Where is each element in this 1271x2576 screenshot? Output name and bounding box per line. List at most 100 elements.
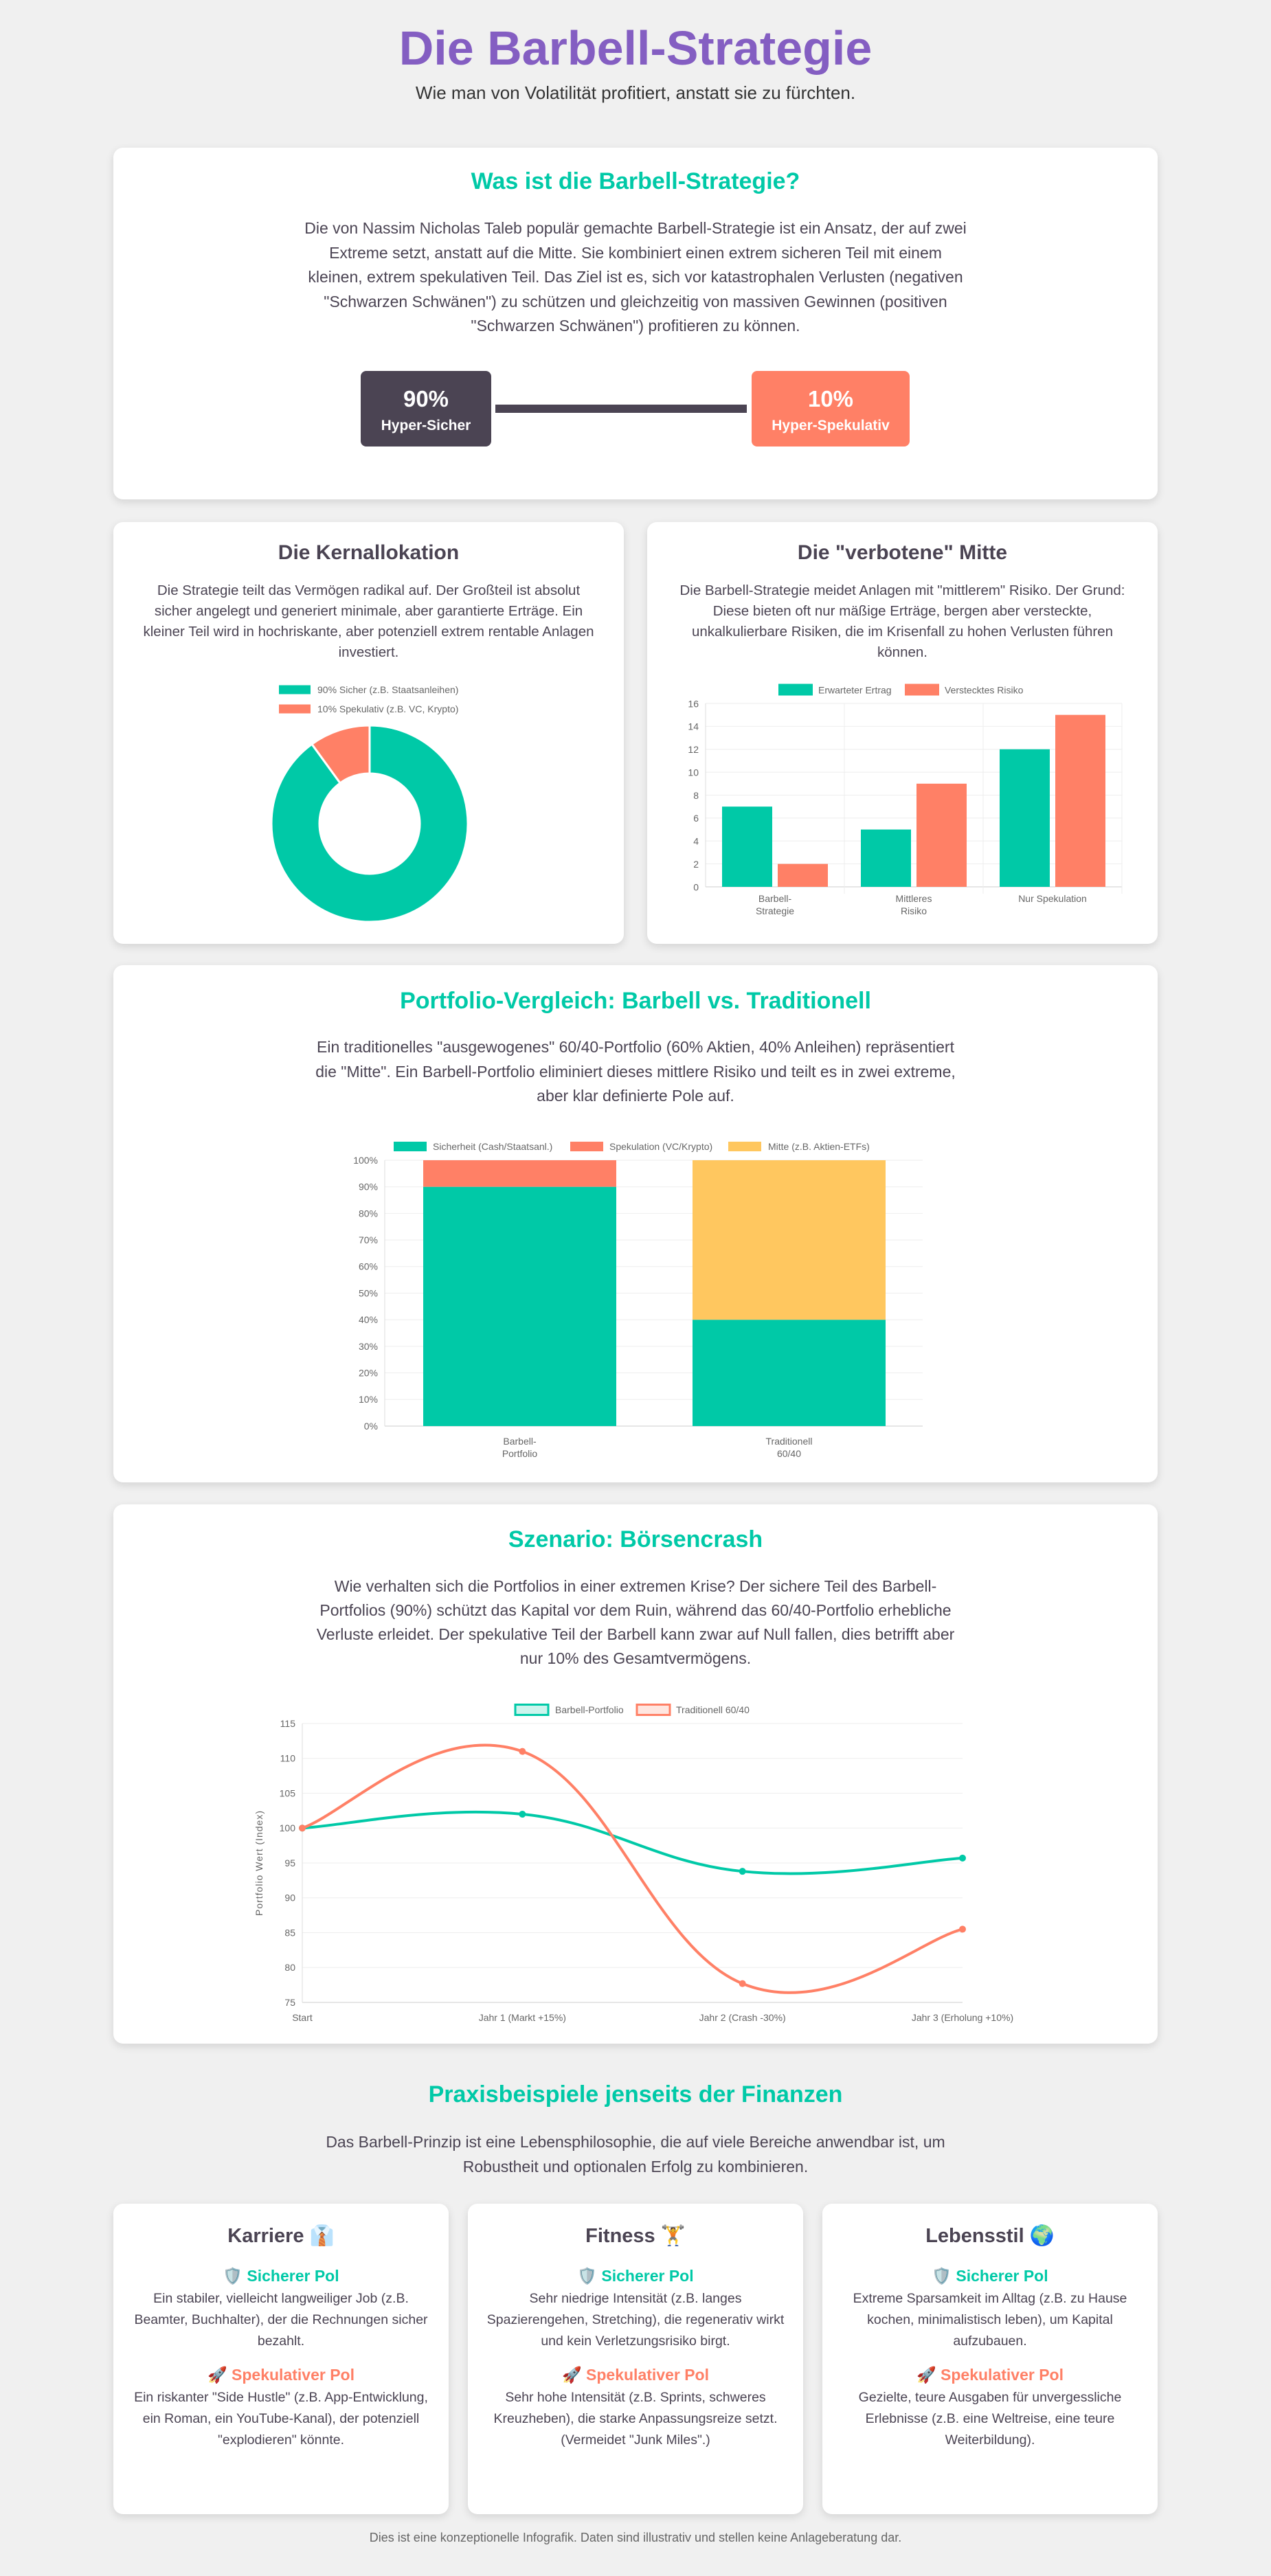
risk-bar-chart: Erwarteter Ertrag Verstecktes Risiko 0 2 4 6 8… bbox=[688, 683, 1123, 916]
page-subtitle: Wie man von Volatilität profitiert, anst… bbox=[415, 82, 856, 103]
safe-pct: 90% bbox=[403, 386, 449, 411]
legend-label: Erwarteter Ertrag bbox=[818, 684, 892, 695]
y-tick-label: 10 bbox=[688, 767, 699, 778]
y-tick-label: 80% bbox=[359, 1208, 378, 1219]
spec-pole-text: Ein riskanter "Side Hustle" (z.B. App-En… bbox=[134, 2390, 428, 2448]
spec-pole-label: Spekulativer Pol bbox=[586, 2366, 709, 2384]
x-tick-label: Traditionell bbox=[766, 1436, 813, 1447]
spec-pole-heading: 🚀 Spekulativer Pol bbox=[822, 2366, 1158, 2384]
legend-label: Spekulation (VC/Krypto) bbox=[609, 1141, 712, 1152]
intro-text: Die von Nassim Nicholas Taleb populär ge… bbox=[304, 219, 967, 335]
examples-text: Das Barbell-Prinzip ist eine Lebensphilo… bbox=[326, 2133, 945, 2176]
example-card: Fitness 🏋️ 🛡️ Sicherer Pol Sehr niedrige… bbox=[468, 2204, 803, 2514]
legend-label: Sicherheit (Cash/Staatsanl.) bbox=[433, 1141, 552, 1152]
legend-swatch bbox=[394, 1142, 427, 1151]
spec-label: Hyper-Spekulativ bbox=[772, 418, 890, 433]
legend-label: Barbell-Portfolio bbox=[555, 1704, 624, 1715]
example-card: Lebensstil 🌍 🛡️ Sicherer Pol Extreme Spa… bbox=[822, 2204, 1158, 2514]
data-point bbox=[739, 1980, 746, 1987]
y-tick-label: 16 bbox=[688, 698, 699, 709]
y-tick-label: 20% bbox=[359, 1368, 378, 1379]
spec-pole-heading: 🚀 Spekulativer Pol bbox=[468, 2366, 803, 2384]
crash-text: Wie verhalten sich die Portfolios in ein… bbox=[316, 1577, 955, 1667]
safe-pole-text: Ein stabiler, vielleicht langweiliger Jo… bbox=[134, 2291, 428, 2349]
crash-card: Szenario: Börsencrash Wie verhalten sich… bbox=[113, 1504, 1158, 2044]
crash-line-chart: Barbell-Portfolio Traditionell 60/40 75 80 8… bbox=[254, 1704, 1013, 2023]
series-line bbox=[302, 1743, 963, 1994]
safe-pole-heading: 🛡️ Sicherer Pol bbox=[468, 2267, 803, 2285]
x-tick-label: Barbell- bbox=[503, 1436, 537, 1447]
page-title: Die Barbell-Strategie bbox=[398, 21, 873, 75]
spec-pole-text: Sehr hohe Intensität (z.B. Sprints, schw… bbox=[493, 2390, 778, 2448]
legend-swatch bbox=[514, 1704, 550, 1716]
shield-icon: 🛡️ bbox=[932, 2267, 952, 2285]
rocket-icon: 🚀 bbox=[562, 2366, 582, 2384]
x-tick-label: Jahr 3 (Erholung +10%) bbox=[912, 2012, 1013, 2023]
y-tick-label: 30% bbox=[359, 1341, 378, 1352]
x-tick-label: Mittleres bbox=[896, 893, 932, 904]
example-title: Karriere 👔 bbox=[227, 2225, 335, 2247]
rocket-icon: 🚀 bbox=[207, 2366, 227, 2384]
shield-icon: 🛡️ bbox=[577, 2267, 597, 2285]
example-title: Fitness 🏋️ bbox=[585, 2225, 686, 2247]
legend-swatch bbox=[636, 1704, 671, 1716]
x-tick-label: Jahr 2 (Crash -30%) bbox=[699, 2012, 786, 2023]
y-tick-label: 85 bbox=[284, 1927, 295, 1938]
intro-card: Was ist die Barbell-Strategie? Die von N… bbox=[113, 148, 1158, 499]
donut-slice bbox=[310, 724, 371, 785]
y-tick-label: 110 bbox=[280, 1753, 296, 1764]
legend-swatch bbox=[778, 683, 813, 696]
footer-disclaimer: Dies ist eine konzeptionelle Infografik.… bbox=[369, 2531, 902, 2544]
x-tick-label: Risiko bbox=[901, 905, 927, 916]
y-tick-label: 12 bbox=[688, 744, 699, 755]
allocation-text: Die Strategie teilt das Vermögen radikal… bbox=[143, 583, 594, 660]
bar bbox=[722, 806, 772, 887]
y-tick-label: 8 bbox=[693, 790, 699, 801]
x-tick-label: Start bbox=[292, 2012, 313, 2023]
safe-pole-text: Extreme Sparsamkeit im Alltag (z.B. zu H… bbox=[853, 2291, 1127, 2349]
example-card: Karriere 👔 🛡️ Sicherer Pol Ein stabiler,… bbox=[113, 2204, 449, 2514]
legend-label: Traditionell 60/40 bbox=[676, 1704, 750, 1715]
data-point bbox=[739, 1868, 746, 1875]
donut-chart: 90% Sicher (z.B. Staatsanleihen) 10% Spek… bbox=[270, 684, 469, 923]
y-tick-label: 60% bbox=[359, 1261, 378, 1272]
safe-pole-label: Sicherer Pol bbox=[247, 2267, 339, 2285]
stacked-bar-chart: Sicherheit (Cash/Staatsanl.) Spekulation … bbox=[353, 1141, 923, 1459]
y-tick-label: 115 bbox=[280, 1718, 296, 1729]
safe-pole-text: Sehr niedrige Intensität (z.B. langes Sp… bbox=[486, 2291, 785, 2349]
data-point bbox=[299, 1824, 306, 1832]
legend-swatch bbox=[570, 1142, 603, 1151]
comparison-title: Portfolio-Vergleich: Barbell vs. Traditi… bbox=[400, 988, 871, 1014]
x-tick-label: Barbell- bbox=[758, 893, 792, 904]
y-tick-label: 90% bbox=[359, 1182, 378, 1193]
bar bbox=[1055, 714, 1105, 887]
middle-text: Die Barbell-Strategie meidet Anlagen mit… bbox=[679, 583, 1125, 660]
middle-title: Die "verbotene" Mitte bbox=[797, 541, 1008, 564]
bar-segment bbox=[423, 1186, 616, 1426]
y-tick-label: 105 bbox=[280, 1787, 296, 1798]
x-tick-label: Portfolio bbox=[502, 1448, 538, 1459]
data-point bbox=[519, 1748, 526, 1755]
allocation-title: Die Kernallokation bbox=[278, 541, 460, 564]
comparison-card: Portfolio-Vergleich: Barbell vs. Traditi… bbox=[113, 965, 1158, 1482]
y-tick-label: 4 bbox=[693, 836, 699, 847]
bar bbox=[916, 783, 967, 887]
bar bbox=[861, 829, 911, 887]
x-tick-label: Nur Spekulation bbox=[1018, 893, 1087, 904]
y-tick-label: 80 bbox=[284, 1962, 295, 1973]
safe-pole-heading: 🛡️ Sicherer Pol bbox=[822, 2267, 1158, 2285]
donut-slice bbox=[270, 724, 469, 923]
safe-weight: 90% Hyper-Sicher bbox=[361, 371, 491, 447]
comparison-text: Ein traditionelles "ausgewogenes" 60/40-… bbox=[315, 1038, 956, 1105]
data-point bbox=[959, 1854, 966, 1862]
legend-label: Mitte (z.B. Aktien-ETFs) bbox=[768, 1141, 870, 1152]
y-tick-label: 0 bbox=[693, 881, 699, 892]
crash-title: Szenario: Börsencrash bbox=[508, 1526, 763, 1552]
bar-segment bbox=[693, 1160, 886, 1320]
y-tick-label: 14 bbox=[688, 721, 699, 732]
shield-icon: 🛡️ bbox=[223, 2267, 243, 2285]
allocation-card: Die Kernallokation Die Strategie teilt d… bbox=[113, 522, 624, 944]
safe-pole-label: Sicherer Pol bbox=[601, 2267, 694, 2285]
y-tick-label: 50% bbox=[359, 1287, 378, 1298]
legend-label: 10% Spekulativ (z.B. VC, Krypto) bbox=[317, 703, 458, 714]
